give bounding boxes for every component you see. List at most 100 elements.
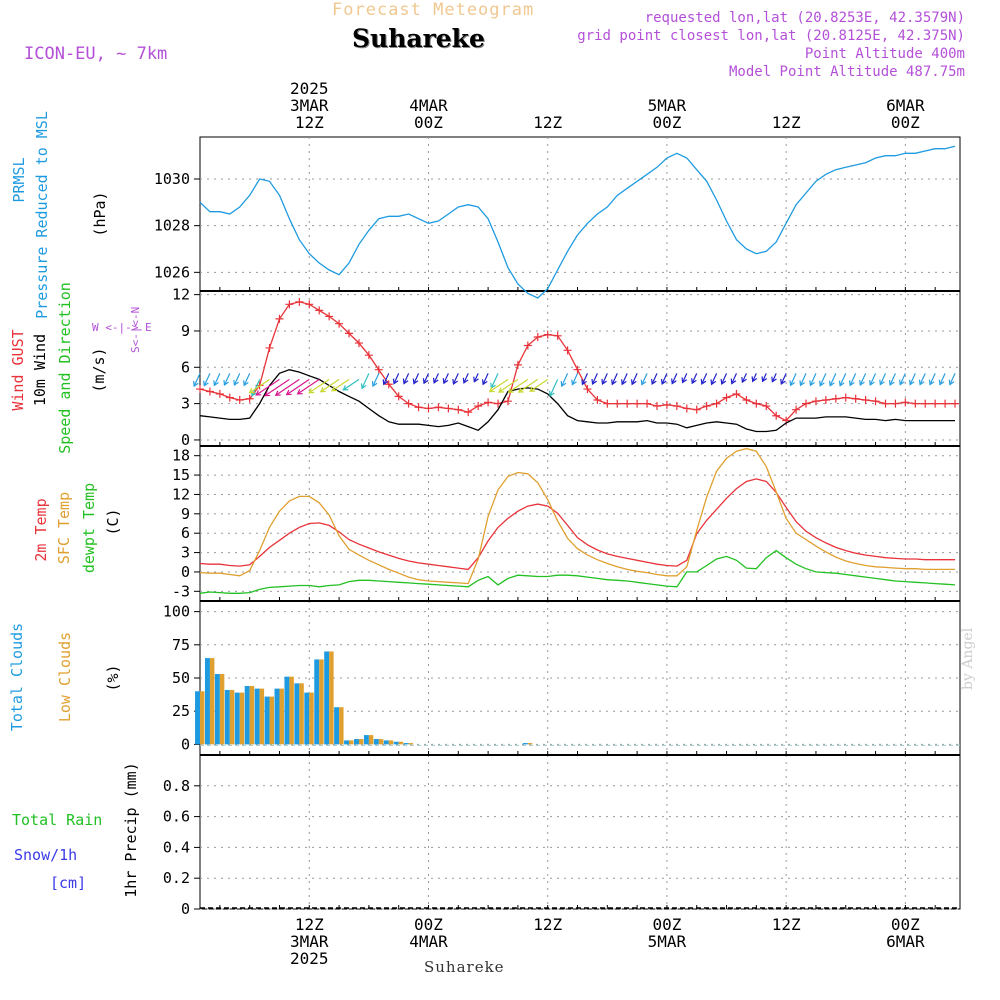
pressure-unit: (hPa) <box>91 191 109 236</box>
gust-marker <box>692 405 701 414</box>
wind-arrow-head <box>859 379 865 387</box>
gust-marker <box>454 405 463 414</box>
gust-marker <box>662 400 671 409</box>
gust-marker <box>434 403 443 412</box>
wind-arrow <box>799 373 807 386</box>
y-tick-label: 25 <box>172 702 190 720</box>
wind-arrow <box>592 373 598 385</box>
gust-marker <box>205 387 214 396</box>
gust-marker <box>623 399 632 408</box>
wind-arrow-head <box>730 378 737 385</box>
wind-arrow <box>621 373 628 385</box>
gust-marker <box>583 385 592 394</box>
wind-arrow <box>498 378 519 393</box>
wind-arrow-head <box>382 379 389 386</box>
y-tick-label: 9 <box>181 505 190 523</box>
wind-arrow <box>889 373 896 386</box>
wind-arrow <box>741 373 747 383</box>
gust-marker <box>295 297 304 306</box>
wind-arrow-head <box>223 379 229 387</box>
gust-marker <box>245 394 254 403</box>
y-tick-label: 3 <box>181 395 190 413</box>
wind-arrow <box>249 378 270 394</box>
total-cloud-bar <box>294 683 300 745</box>
time-label-top: 00Z <box>414 113 443 132</box>
y-tick-label: 18 <box>172 447 190 465</box>
low-cloud-bar <box>319 659 324 745</box>
y-tick-label: 3 <box>181 544 190 562</box>
wind-arrow-head <box>819 380 825 387</box>
gust-marker <box>543 330 552 339</box>
wind-arrow-head <box>640 379 647 386</box>
time-label-top: 00Z <box>652 113 681 132</box>
total-cloud-bar <box>224 689 230 745</box>
wind-arrow <box>243 373 251 386</box>
rain-label: Total Rain <box>12 811 102 829</box>
wind-arrow <box>829 373 837 386</box>
time-label-bottom: 3MAR <box>290 932 329 951</box>
gust-marker <box>672 402 681 411</box>
y-tick-label: 9 <box>181 322 190 340</box>
gust-marker <box>752 399 761 408</box>
wind-arrow <box>641 373 648 385</box>
wind-arrow-head <box>264 390 271 397</box>
wind-arrow <box>671 373 678 384</box>
time-label-bottom: 00Z <box>652 915 681 934</box>
gust-marker <box>315 306 324 315</box>
gust-marker <box>802 399 811 408</box>
wind-arrow-head <box>462 377 469 384</box>
wind-arrow-head <box>879 379 885 386</box>
model-label: ICON-EU, ~ 7km <box>24 44 168 64</box>
gust-marker <box>682 404 691 413</box>
wind-arrow-head <box>838 380 845 387</box>
low-cloud-bar <box>279 688 284 745</box>
wind-arrow-head <box>789 380 796 387</box>
wind-arrow <box>423 373 430 384</box>
y-tick-label: 1030 <box>154 170 190 188</box>
wind-arrow-head <box>829 380 835 387</box>
gust-marker <box>275 314 284 323</box>
y-tick-label: 100 <box>163 603 190 621</box>
wind-arrow <box>849 373 857 386</box>
wind-arrow <box>383 373 390 385</box>
time-label-bottom: 12Z <box>533 915 562 934</box>
wind-arrow <box>919 373 926 385</box>
time-label-bottom: 00Z <box>891 915 920 934</box>
cloud-unit: (%) <box>104 664 122 691</box>
wind-arrow-head <box>928 379 935 386</box>
y-tick-label: 0 <box>181 431 190 449</box>
wind-arrow-head <box>255 390 262 396</box>
total-cloud-bar <box>195 691 200 745</box>
gust-marker <box>384 380 393 389</box>
wind-arrow-head <box>938 379 945 386</box>
wind-arrow-head <box>908 379 915 386</box>
gust-marker <box>881 399 890 408</box>
compass-we: W <-|-> E <box>92 321 152 334</box>
time-label-top: 00Z <box>891 113 920 132</box>
footer-title: Suhareke <box>424 958 505 976</box>
low-cloud-bar <box>388 740 394 745</box>
time-label-bottom: 4MAR <box>409 932 448 951</box>
wind-arrow-head <box>296 389 303 395</box>
gust-marker <box>235 395 244 404</box>
wind-arrow <box>790 373 797 386</box>
pressure-label: PRMSL <box>10 157 28 202</box>
wind-arrow-head <box>412 378 419 385</box>
temp2m-label: 2m Temp <box>32 498 50 561</box>
panel-temperature <box>194 445 961 602</box>
gust-label: Wind GUST <box>9 329 27 410</box>
wind-arrow <box>508 378 529 393</box>
wind-arrow-head <box>660 378 667 385</box>
wind-arrow <box>752 373 757 382</box>
wind-arrow <box>682 373 688 383</box>
wind-arrow-head <box>780 378 786 385</box>
wind-arrow-head <box>233 379 239 387</box>
gust-marker <box>354 339 363 348</box>
wind-arrow-head <box>651 378 657 385</box>
wind-arrow <box>297 378 320 395</box>
gust-marker <box>732 389 741 398</box>
wind-arrow-head <box>193 381 199 388</box>
wind-arrow <box>275 378 300 396</box>
compass-s: S<- <box>129 333 142 353</box>
wind-arrow <box>651 373 658 385</box>
